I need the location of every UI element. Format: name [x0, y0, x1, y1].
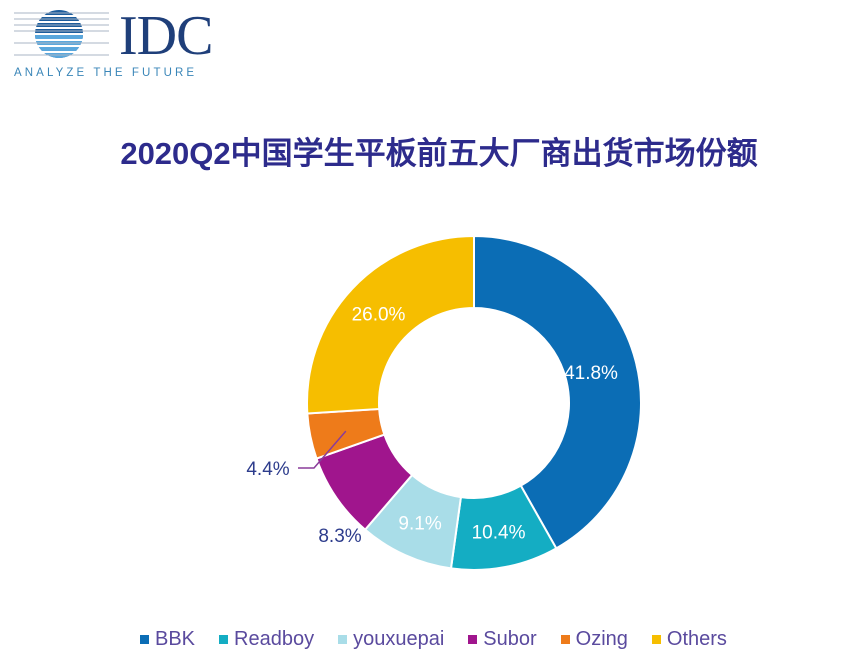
data-label-bbk: 41.8% — [564, 363, 618, 384]
legend-item-readboy: Readboy — [219, 628, 314, 651]
logo-tagline: ANALYZE THE FUTURE — [14, 67, 198, 79]
legend-item-subor: Subor — [468, 628, 537, 651]
legend-swatch — [140, 635, 149, 644]
data-label-readboy: 10.4% — [472, 523, 526, 544]
legend-swatch — [468, 635, 478, 644]
legend-swatch — [651, 635, 661, 644]
data-label-subor: 8.3% — [318, 526, 361, 547]
chart-title: 2020Q2中国学生平板前五大厂商出货市场份额 — [120, 136, 758, 171]
legend-label: Others — [666, 628, 727, 650]
legend-label: Subor — [483, 628, 537, 650]
legend-swatch — [560, 635, 570, 644]
leader-line-ozing — [298, 430, 347, 469]
slice-others — [306, 234, 475, 415]
idc-logo: IDC ANALYZE THE FUTURE — [14, 8, 224, 82]
globe-icon — [14, 10, 114, 58]
legend-item-bbk: BBK — [140, 628, 195, 651]
legend-swatch — [219, 635, 229, 644]
legend: BBK Readboy youxuepai Subor Ozing Others — [140, 628, 727, 651]
legend-item-ozing: Ozing — [560, 628, 628, 651]
data-label-youxuepai: 9.1% — [398, 513, 441, 534]
legend-label: BBK — [155, 628, 196, 650]
slice-bbk — [473, 234, 642, 550]
legend-swatch — [338, 635, 348, 644]
legend-item-others: Others — [651, 628, 727, 651]
legend-label: Readboy — [234, 628, 315, 650]
legend-label: Ozing — [575, 628, 628, 650]
legend-item-youxuepai: youxuepai — [338, 628, 444, 651]
data-label-ozing: 4.4% — [246, 459, 289, 480]
data-label-others: 26.0% — [352, 304, 406, 325]
legend-label: youxuepai — [353, 628, 445, 650]
logo-wordmark: IDC — [119, 5, 213, 67]
